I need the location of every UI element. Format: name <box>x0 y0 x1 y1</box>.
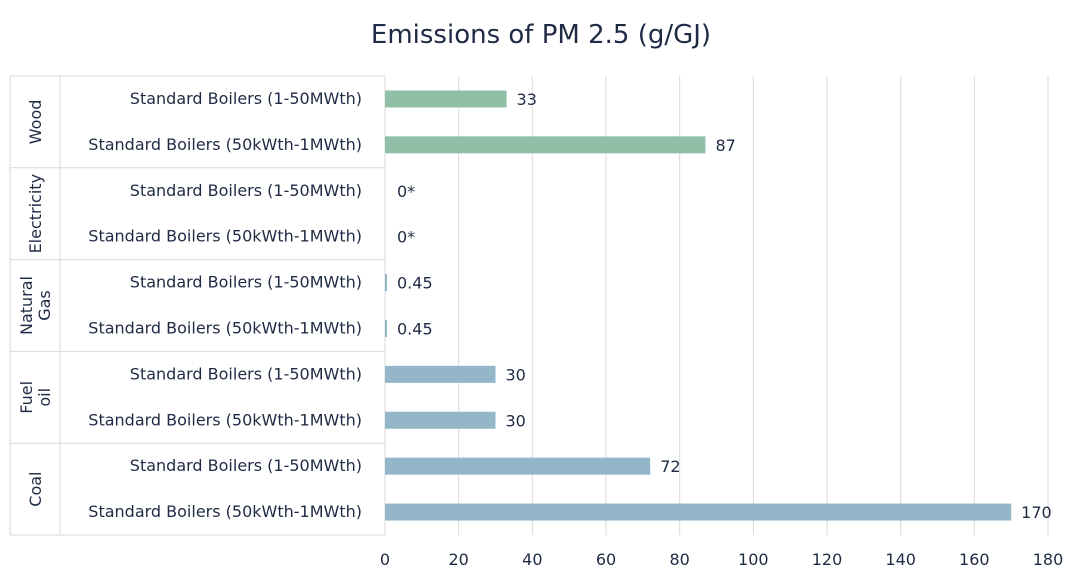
labels: 0 20 40 60 80 100 120 140 160 180 Wood Standard Boi… <box>17 89 1063 569</box>
data-label: 30 <box>506 411 526 430</box>
category-label: Standard Boilers (50kWth-1MWth) <box>88 502 362 521</box>
bar <box>385 457 651 475</box>
bar <box>385 411 496 429</box>
x-tick-label: 40 <box>522 550 542 569</box>
category-label: Standard Boilers (1-50MWth) <box>130 181 362 200</box>
category-label: Standard Boilers (50kWth-1MWth) <box>88 318 362 337</box>
data-label: 170 <box>1021 503 1052 522</box>
data-label: 33 <box>517 90 537 109</box>
group-label: Wood <box>26 100 45 145</box>
category-label: Standard Boilers (50kWth-1MWth) <box>88 410 362 429</box>
x-tick-label: 20 <box>448 550 468 569</box>
chart-title: Emissions of PM 2.5 (g/GJ) <box>371 20 711 50</box>
x-tick-label: 100 <box>738 550 769 569</box>
bars <box>385 90 1012 521</box>
category-label: Standard Boilers (1-50MWth) <box>130 273 362 292</box>
category-label: Standard Boilers (50kWth-1MWth) <box>88 135 362 154</box>
x-tick-label: 160 <box>959 550 990 569</box>
category-label: Standard Boilers (1-50MWth) <box>130 456 362 475</box>
x-tick-label: 80 <box>669 550 689 569</box>
group-label: Coal <box>26 471 45 506</box>
group-label: Electricity <box>26 174 45 253</box>
bar <box>385 365 496 383</box>
group-label: Fueloil <box>17 381 54 414</box>
category-axis-frame <box>9 75 386 536</box>
group-label-line: Natural <box>17 276 36 335</box>
x-tick-label: 120 <box>812 550 843 569</box>
data-label: 0* <box>397 228 415 247</box>
bar <box>385 274 387 292</box>
group-label: NaturalGas <box>17 276 54 335</box>
x-tick-label: 140 <box>885 550 916 569</box>
x-tick-label: 60 <box>596 550 616 569</box>
x-tick-label: 180 <box>1033 550 1064 569</box>
bar <box>385 90 507 108</box>
group-label-line: Fuel <box>17 381 36 414</box>
category-label: Standard Boilers (1-50MWth) <box>130 89 362 108</box>
bar <box>385 319 387 337</box>
data-label: 0.45 <box>397 319 433 338</box>
bar <box>385 503 1012 521</box>
data-label: 0.45 <box>397 274 433 293</box>
group-label-line: oil <box>35 388 54 407</box>
bar <box>385 136 706 154</box>
data-label: 30 <box>506 365 526 384</box>
group-label-line: Gas <box>35 290 54 321</box>
data-label: 0* <box>397 182 415 201</box>
data-label: 87 <box>715 136 735 155</box>
x-tick-label: 0 <box>380 550 390 569</box>
data-label: 72 <box>660 457 680 476</box>
category-label: Standard Boilers (50kWth-1MWth) <box>88 227 362 246</box>
category-label: Standard Boilers (1-50MWth) <box>130 364 362 383</box>
